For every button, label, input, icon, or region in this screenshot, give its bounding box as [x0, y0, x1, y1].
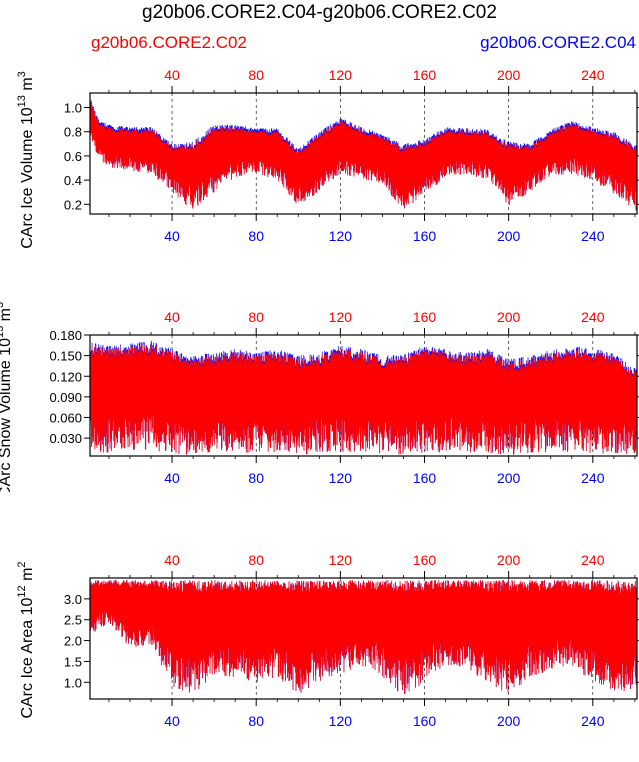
chart-panel-ice-volume: 40 40 80 80 120 120 160 160 200 200 240 240 0.2 0.4 0.…	[16, 67, 639, 249]
x-tick-label-bottom: 80	[248, 470, 264, 486]
panel-root: 40 40 80 80 120 120 160 160 200 200 240 240 1.0 1.5 2.…	[16, 552, 639, 729]
x-tick-label-top: 40	[164, 309, 180, 325]
x-tick-label-bottom: 40	[164, 228, 180, 244]
y-tick-label: 0.6	[64, 149, 82, 164]
x-tick-label-top: 200	[497, 309, 521, 325]
plot-frame	[89, 92, 638, 215]
x-tick-label-bottom: 240	[581, 228, 605, 244]
x-tick-label-bottom: 200	[497, 228, 521, 244]
x-tick-label-bottom: 120	[329, 228, 353, 244]
y-tick-label: 0.060	[49, 411, 82, 426]
x-tick-label-top: 240	[581, 309, 605, 325]
x-tick-label-top: 120	[329, 552, 353, 568]
x-tick-label-top: 120	[329, 67, 353, 83]
x-tick-label-bottom: 80	[248, 713, 264, 729]
x-tick-label-bottom: 120	[329, 713, 353, 729]
panel-root: 40 40 80 80 120 120 160 160 200 200 240 240 0.030 0.0…	[0, 302, 639, 492]
y-tick-label: 0.150	[49, 349, 82, 364]
x-tick-label-top: 160	[413, 67, 437, 83]
y-tick-label: 2.0	[64, 634, 82, 649]
figure-title: g20b06.CORE2.C04-g20b06.CORE2.C02	[142, 2, 497, 23]
plot-area	[90, 340, 637, 455]
x-tick-label-top: 240	[581, 552, 605, 568]
x-tick-label-top: 40	[164, 552, 180, 568]
y-axis-label: CArc Snow Volume 1013 m3	[0, 302, 14, 492]
x-tick-label-top: 240	[581, 67, 605, 83]
panel-root: 40 40 80 80 120 120 160 160 200 200 240 240 0.2 0.4 0.…	[16, 67, 639, 249]
x-tick-label-bottom: 240	[581, 470, 605, 486]
x-tick-label-bottom: 200	[497, 470, 521, 486]
x-tick-label-top: 160	[413, 552, 437, 568]
legend-series-a: g20b06.CORE2.C02	[91, 33, 247, 52]
y-tick-label: 0.2	[64, 197, 82, 212]
chart-panel-ice-area: 40 40 80 80 120 120 160 160 200 200 240 240 1.0 1.5 2.…	[16, 552, 639, 729]
y-tick-label: 0.4	[64, 173, 82, 188]
x-tick-label-top: 200	[497, 67, 521, 83]
y-tick-label: 0.030	[49, 431, 82, 446]
legend-series-b: g20b06.CORE2.C04	[480, 33, 636, 52]
chart-panel-snow-volume: 40 40 80 80 120 120 160 160 200 200 240 240 0.030 0.0…	[0, 302, 639, 492]
y-axis-label: CArc Ice Volume 1013 m3	[16, 71, 36, 249]
plot-frame	[89, 334, 638, 457]
x-tick-label-top: 160	[413, 309, 437, 325]
series-line-c02	[90, 580, 637, 695]
x-tick-label-bottom: 80	[248, 228, 264, 244]
y-tick-label: 0.8	[64, 125, 82, 140]
y-tick-label: 0.120	[49, 369, 82, 384]
y-tick-label: 2.5	[64, 613, 82, 628]
x-tick-label-top: 80	[248, 67, 264, 83]
y-tick-label: 1.0	[64, 101, 82, 116]
series-line-c02	[90, 343, 637, 455]
y-tick-label: 0.090	[49, 390, 82, 405]
x-tick-label-top: 40	[164, 67, 180, 83]
x-tick-label-bottom: 240	[581, 713, 605, 729]
plot-area	[90, 580, 637, 695]
x-tick-label-bottom: 120	[329, 470, 353, 486]
x-tick-label-top: 120	[329, 309, 353, 325]
x-tick-label-bottom: 200	[497, 713, 521, 729]
y-tick-label: 1.0	[64, 675, 82, 690]
x-tick-label-bottom: 40	[164, 470, 180, 486]
series-line-c02	[90, 97, 637, 211]
x-tick-label-bottom: 160	[413, 228, 437, 244]
y-tick-label: 1.5	[64, 654, 82, 669]
plot-area	[90, 96, 637, 211]
x-tick-label-bottom: 160	[413, 470, 437, 486]
y-tick-label: 3.0	[64, 592, 82, 607]
x-tick-label-top: 80	[248, 309, 264, 325]
plot-frame	[89, 577, 638, 700]
y-tick-label: 0.180	[49, 328, 82, 343]
x-tick-label-top: 80	[248, 552, 264, 568]
x-tick-label-bottom: 40	[164, 713, 180, 729]
x-tick-label-top: 200	[497, 552, 521, 568]
x-tick-label-bottom: 160	[413, 713, 437, 729]
y-axis-label: CArc Ice Area 1012 m2	[16, 561, 36, 718]
